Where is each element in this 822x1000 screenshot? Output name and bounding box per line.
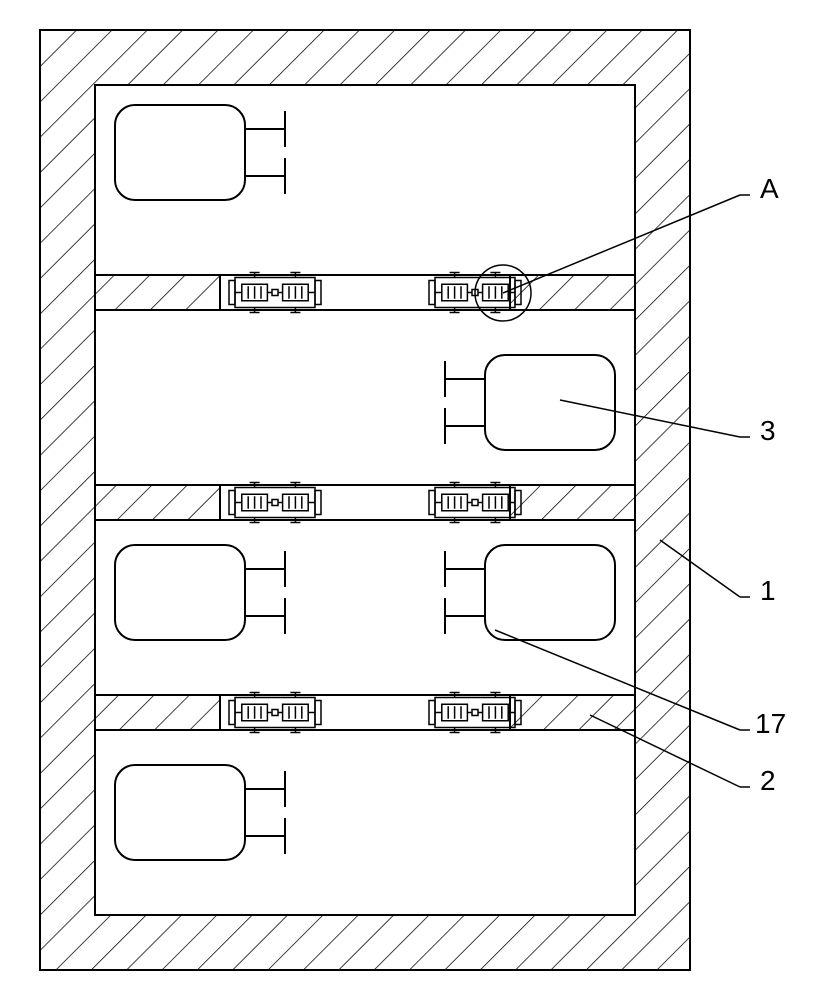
label-2: 2 bbox=[760, 765, 776, 796]
label-A: A bbox=[760, 173, 779, 204]
label-17: 17 bbox=[755, 708, 786, 739]
label-3: 3 bbox=[760, 415, 776, 446]
label-1: 1 bbox=[760, 575, 776, 606]
